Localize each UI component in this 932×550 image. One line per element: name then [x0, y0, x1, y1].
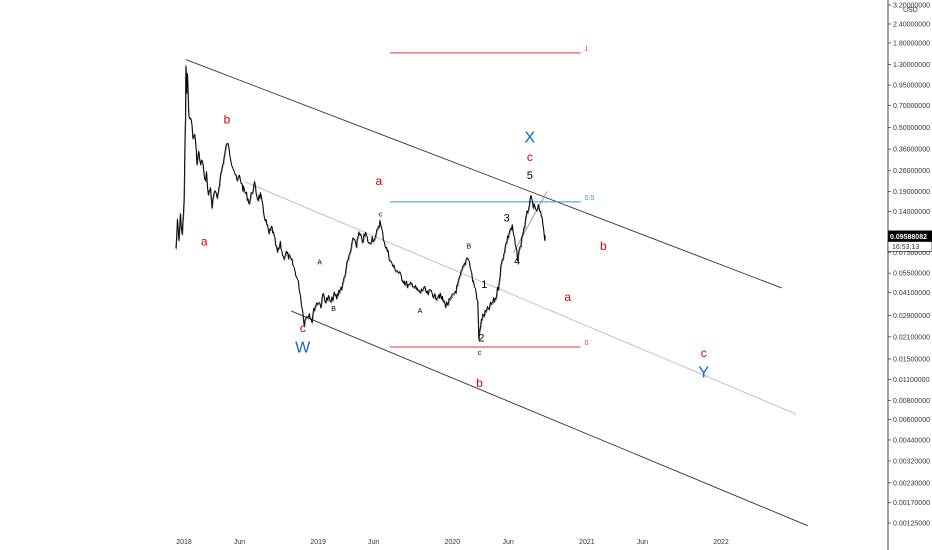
time-tick-label: Jun: [368, 539, 379, 546]
wave-label: 5: [527, 170, 533, 182]
wave-label: a: [564, 290, 571, 304]
wave-label: c: [300, 321, 306, 335]
current-price-value: 0.09588082: [890, 234, 927, 241]
time-axis[interactable]: 2018 Jun 2019 Jun 2020 Jun 2021 Jun 2022: [0, 532, 888, 546]
time-tick-label: 2021: [579, 539, 595, 546]
wave-label: A: [317, 259, 322, 266]
current-price-box: [888, 230, 932, 242]
price-tick-label: 0.04100000: [893, 290, 930, 297]
current-price-badge: 0.09588082 16:53:13: [887, 230, 932, 252]
fib-level-label: 0: [585, 340, 589, 347]
price-axis-unit: USD: [903, 7, 918, 14]
plot-background: [0, 0, 888, 550]
wave-label: A: [418, 308, 423, 315]
countdown-value: 16:53:13: [892, 244, 919, 251]
time-tick-label: 2020: [445, 539, 461, 546]
wave-label: B: [467, 243, 472, 250]
channel-line[interactable]: [291, 310, 808, 527]
fib-level-label: 0.5: [585, 195, 595, 202]
price-tick-label: 0.19000000: [893, 189, 930, 196]
price-tick-label: 0.01500000: [893, 356, 930, 363]
price-tick-label: 0.00440000: [893, 437, 930, 444]
price-tick-label: 0.14000000: [893, 209, 930, 216]
fib-level-label: 1: [585, 46, 589, 53]
price-tick-label: 0.26000000: [893, 168, 930, 175]
wave-label: a: [201, 234, 208, 248]
price-tick-label: 0.50000000: [893, 125, 930, 132]
time-tick-label: Jun: [503, 539, 514, 546]
wave-label: b: [224, 113, 231, 127]
price-series: [175, 65, 547, 341]
countdown-box: [887, 241, 932, 252]
price-tick-label: 0.00170000: [893, 500, 930, 507]
wave-label: B: [331, 306, 336, 313]
wave-label: c: [701, 346, 707, 360]
price-tick-label: 0.07500000: [893, 250, 930, 257]
wave-label: c: [478, 350, 482, 357]
price-tick-label: 1.80000000: [893, 40, 930, 47]
price-tick-label: 0.00600000: [893, 417, 930, 424]
price-axis[interactable]: USD 3.20000000 2.40000000 1.80000000 1.3000…: [888, 3, 930, 528]
channel-line[interactable]: [185, 59, 782, 289]
price-tick-label: 1.30000000: [893, 62, 930, 69]
price-tick-label: 0.00125000: [893, 521, 930, 528]
price-tick-label: 0.00230000: [893, 480, 930, 487]
wave-label: W: [295, 340, 311, 357]
wave-label: Y: [698, 365, 709, 382]
wave-label: 2: [478, 333, 484, 345]
wave-label: c: [527, 150, 533, 164]
price-tick-label: 0.95000000: [893, 83, 930, 90]
wave-label: 1: [481, 279, 487, 291]
time-tick-label: 2022: [713, 539, 729, 546]
price-tick-label: 2.40000000: [893, 21, 930, 28]
time-tick-label: 2019: [310, 539, 326, 546]
price-series-shadow: [176, 66, 547, 341]
trend-channel-lines[interactable]: [185, 59, 808, 527]
price-tick-label: 0.00320000: [893, 458, 930, 465]
wave-label: 4: [514, 255, 520, 267]
price-tick-label: 0.05500000: [893, 271, 930, 278]
wave-label: X: [525, 129, 536, 146]
price-tick-label: 0.01100000: [893, 377, 930, 384]
wave-label: a: [375, 174, 382, 188]
wave-label: 3: [504, 213, 510, 225]
fib-retracement[interactable]: 10.50: [389, 46, 595, 348]
price-tick-label: 0.70000000: [893, 103, 930, 110]
wave-label: b: [476, 376, 483, 390]
time-tick-label: Jun: [637, 539, 648, 546]
wave-label: c: [379, 211, 383, 218]
price-tick-label: 3.20000000: [893, 3, 930, 10]
time-tick-label: Jun: [234, 539, 245, 546]
channel-line[interactable]: [244, 181, 797, 415]
price-tick-label: 0.00800000: [893, 398, 930, 405]
wave-label: b: [600, 239, 607, 253]
time-tick-label: 2018: [176, 539, 192, 546]
price-tick-label: 0.02100000: [893, 334, 930, 341]
price-tick-label: 0.36000000: [893, 147, 930, 154]
price-tick-label: 0.02900000: [893, 313, 930, 320]
